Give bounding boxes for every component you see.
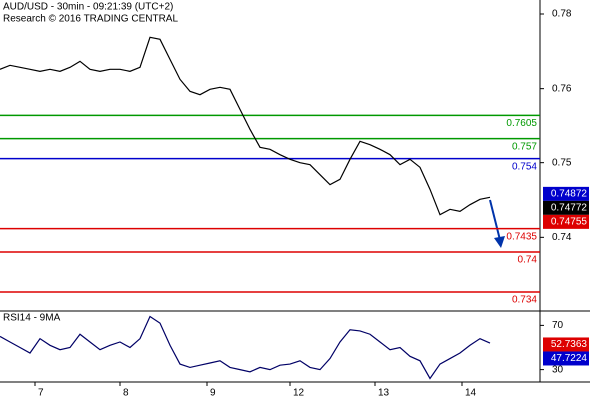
y-tick-label: 70 [552, 320, 564, 331]
price-box-label: 47.7224 [551, 353, 588, 364]
forecast-arrow-head [494, 236, 505, 248]
rsi-title: RSI14 - 9MA [3, 313, 61, 324]
y-tick-label: 30 [552, 364, 564, 375]
y-tick-label: 0.78 [552, 9, 572, 20]
level-label: 0.7435 [506, 231, 537, 242]
price-box-label: 0.74772 [551, 203, 588, 214]
price-box-label: 0.74755 [551, 217, 588, 228]
chart-subtitle: Research © 2016 TRADING CENTRAL [3, 14, 178, 25]
price-box [543, 351, 589, 366]
level-label: 0.757 [512, 141, 537, 152]
price-box [543, 214, 589, 229]
price-line [0, 315, 491, 380]
x-tick-label: 8 [123, 388, 129, 399]
x-tick-label: 9 [210, 388, 216, 399]
x-tick-label: 14 [465, 388, 477, 399]
forecast-arrow [489, 199, 501, 241]
x-tick-label: 7 [38, 388, 44, 399]
y-tick-label: 0.75 [552, 157, 572, 168]
price-box [543, 337, 589, 352]
price-line [0, 36, 491, 216]
level-label: 0.7605 [506, 118, 537, 129]
price-box [543, 186, 589, 201]
x-tick-label: 13 [378, 388, 390, 399]
price-box-label: 52.7363 [551, 339, 588, 350]
y-tick-label: 0.76 [552, 83, 572, 94]
level-label: 0.74 [518, 255, 538, 266]
y-tick-label: 0.74 [552, 232, 572, 243]
price-box-label: 0.74872 [551, 189, 588, 200]
x-tick-label: 12 [293, 388, 305, 399]
price-box [543, 200, 589, 215]
level-label: 0.754 [512, 161, 537, 172]
chart-title: AUD/USD - 30min - 09:21:39 (UTC+2) [3, 2, 173, 13]
level-label: 0.734 [512, 295, 537, 306]
